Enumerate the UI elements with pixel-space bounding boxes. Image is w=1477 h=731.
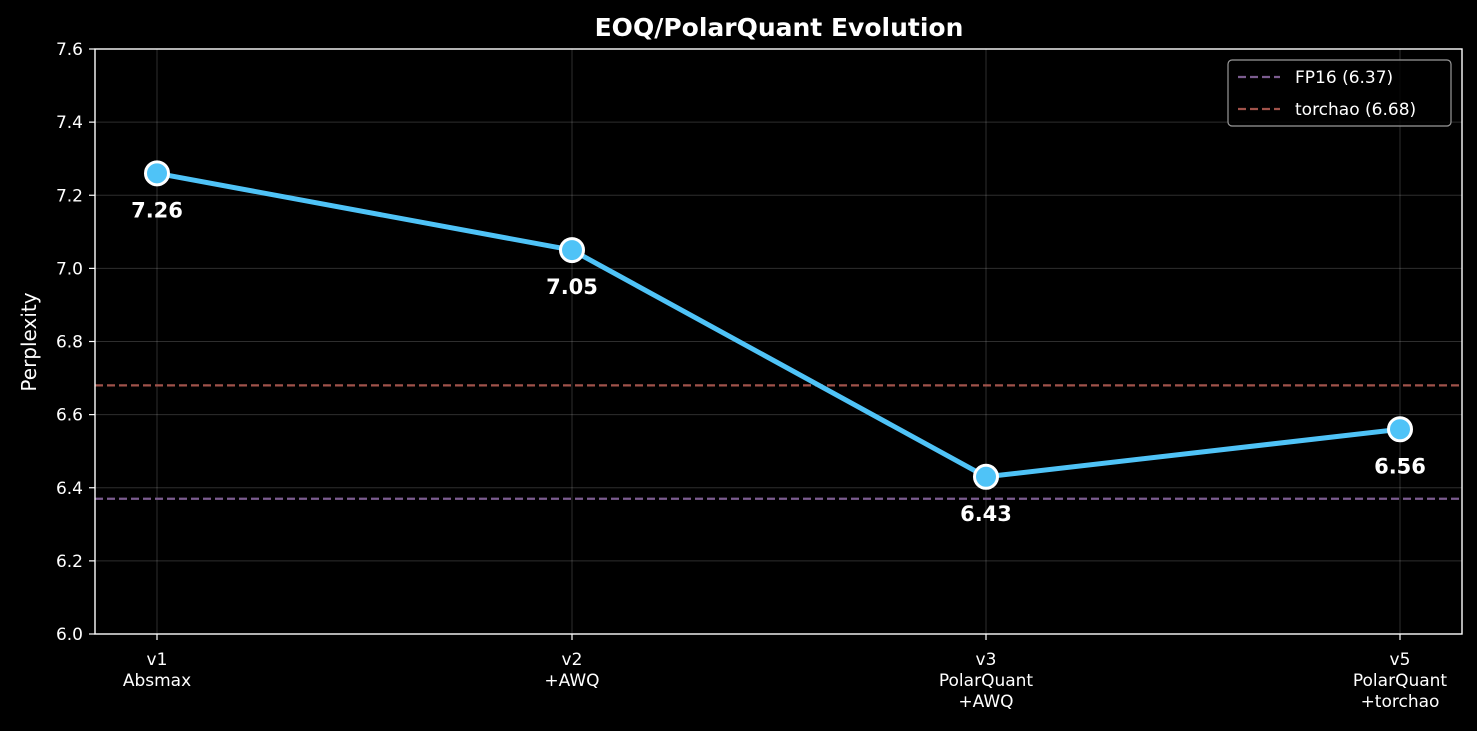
data-point <box>559 237 585 264</box>
x-tick-label: +AWQ <box>958 692 1013 712</box>
axes: 6.06.26.46.66.87.07.27.47.6v1Absmaxv2+AW… <box>56 40 1463 712</box>
y-tick-label: 7.6 <box>56 40 83 60</box>
data-labels: 7.26 7.05 6.43 6.56 <box>131 198 1426 525</box>
data-point <box>1387 416 1413 443</box>
y-axis-label: Perplexity <box>17 292 41 391</box>
y-tick-label: 7.4 <box>56 113 83 133</box>
x-tick-label: v5 <box>1390 650 1411 670</box>
y-tick-label: 7.0 <box>56 259 83 279</box>
series-line <box>154 170 1403 480</box>
data-label: 7.05 <box>546 275 598 299</box>
data-label: 7.26 <box>131 198 183 222</box>
y-tick-label: 6.4 <box>56 479 83 499</box>
chart-title: EOQ/PolarQuant Evolution <box>595 13 964 42</box>
data-point <box>144 160 170 187</box>
x-tick-label: PolarQuant <box>939 671 1034 691</box>
x-tick-label: +torchao <box>1361 692 1440 712</box>
x-tick-label: +AWQ <box>544 671 599 691</box>
y-tick-label: 6.6 <box>56 406 83 426</box>
series <box>144 160 1413 490</box>
y-tick-label: 6.8 <box>56 333 83 353</box>
x-tick-label: Absmax <box>123 671 191 691</box>
x-tick-label: PolarQuant <box>1353 671 1448 691</box>
y-tick-label: 6.2 <box>56 552 83 572</box>
legend-box <box>1227 59 1452 127</box>
legend-entry: FP16 (6.37) <box>1295 68 1393 88</box>
y-tick-label: 7.2 <box>56 186 83 206</box>
x-tick-label: v1 <box>147 650 168 670</box>
y-tick-label: 6.0 <box>56 625 83 645</box>
legend: FP16 (6.37) torchao (6.68) <box>1227 59 1452 127</box>
data-point <box>973 463 999 490</box>
x-tick-label: v2 <box>562 650 583 670</box>
data-label: 6.56 <box>1374 454 1426 478</box>
plot-frame <box>94 48 1463 635</box>
legend-entry: torchao (6.68) <box>1295 100 1416 120</box>
data-label: 6.43 <box>960 502 1012 526</box>
x-tick-label: v3 <box>976 650 997 670</box>
